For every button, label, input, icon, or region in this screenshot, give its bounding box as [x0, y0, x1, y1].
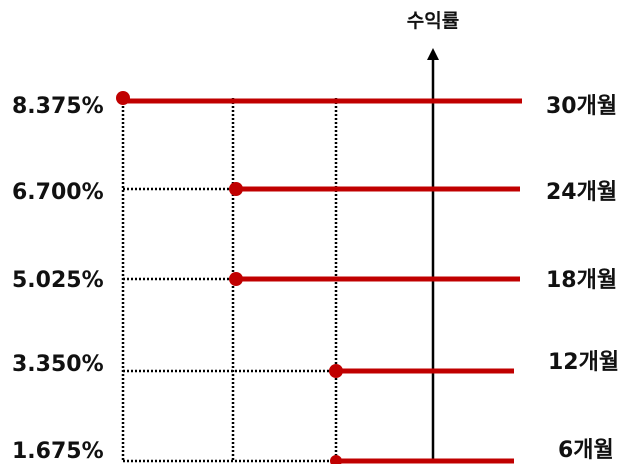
start-marker-18m [229, 272, 243, 286]
term-label-30m: 30개월 [546, 94, 617, 119]
yield-axis: 수익률 [407, 10, 459, 462]
rate-labels: 8.375% 6.700% 5.025% 3.350% 1.675% [12, 94, 104, 464]
horizontal-guides [123, 187, 336, 463]
term-label-12m: 12개월 [548, 350, 619, 375]
term-label-24m: 24개월 [546, 180, 617, 205]
start-marker-12m [329, 364, 343, 378]
axis-title: 수익률 [407, 10, 459, 32]
term-labels: 30개월 24개월 18개월 12개월 6개월 [546, 94, 619, 463]
rate-label-12m: 3.350% [12, 352, 104, 377]
start-marker-6m [330, 455, 342, 464]
start-marker-30m [116, 91, 130, 105]
rate-label-30m: 8.375% [12, 94, 104, 119]
rate-label-6m: 1.675% [12, 439, 104, 464]
rate-lines [123, 98, 522, 464]
axis-arrow-icon [427, 48, 439, 60]
rate-label-18m: 5.025% [12, 268, 104, 293]
rate-label-24m: 6.700% [12, 180, 104, 205]
start-marker-24m [229, 182, 243, 196]
start-markers [116, 91, 343, 464]
term-label-6m: 6개월 [558, 438, 614, 463]
term-label-18m: 18개월 [546, 268, 617, 293]
